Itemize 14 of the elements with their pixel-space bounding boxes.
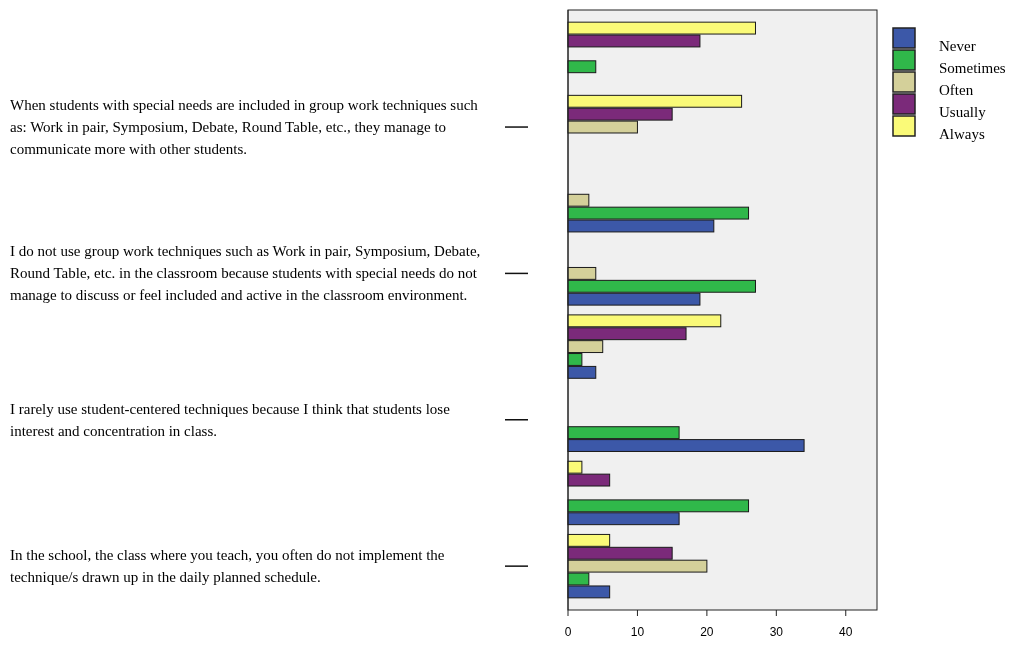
- legend-label: Sometimes: [939, 60, 1006, 76]
- y-tick-label: When students with special needs are included in group work techniques such as: Work in pair, Symposium, Debate, Round Table, etc., they manage to communicate more with other students.: [10, 97, 479, 158]
- x-tick-label: 20: [700, 625, 714, 639]
- y-tick-label: I do not use group work techniques such as Work in pair, Symposium, Debate, Round Table, etc. in the classroom because students with special needs do not manage to discuss or feel included and active in the classroom environment.: [10, 243, 481, 304]
- x-tick-label: 0: [564, 625, 572, 639]
- y-tick-label: I rarely use student-centered techniques because I think that students lose interest and concentration in class.: [10, 400, 451, 439]
- x-tick-label: 30: [769, 625, 784, 639]
- legend-label: Never: [939, 38, 976, 54]
- x-tick-label: 40: [839, 625, 853, 639]
- y-tick-label: In the school, the class where you teach, you often do not implement the technique/s drawn up in the daily planned schedule.: [10, 547, 445, 586]
- legend-label: Often: [939, 82, 974, 98]
- legend-label: Usually: [939, 104, 987, 120]
- legend-label: Always: [939, 126, 985, 142]
- x-tick-label: 10: [630, 625, 645, 639]
